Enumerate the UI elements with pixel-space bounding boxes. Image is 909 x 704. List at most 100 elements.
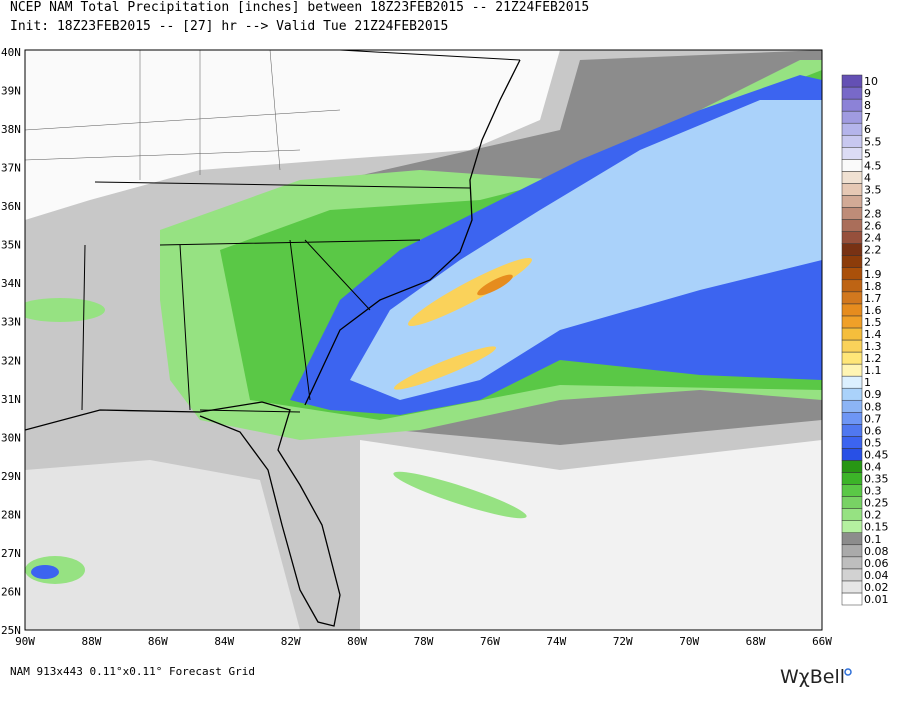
colorbar-swatch <box>841 291 863 305</box>
colorbar-label: 1.6 <box>864 304 882 317</box>
precip-blue <box>31 565 59 579</box>
colorbar-swatch <box>841 195 863 208</box>
lat-label: 36N <box>1 200 21 213</box>
colorbar-swatch <box>841 267 863 281</box>
colorbar-label: 5.5 <box>864 135 882 148</box>
colorbar-label: 0.08 <box>864 545 889 558</box>
colorbar-swatch <box>841 171 863 184</box>
lat-label: 34N <box>1 277 21 290</box>
light-precip <box>25 460 300 630</box>
state-borders <box>81 50 521 413</box>
colorbar-label: 0.01 <box>864 593 889 606</box>
precip-yellow <box>408 257 532 327</box>
colorbar-label: 1.7 <box>864 292 882 305</box>
lon-label: 84W <box>214 635 234 648</box>
colorbar-swatch <box>841 399 863 413</box>
colorbar-label: 0.8 <box>864 400 882 413</box>
colorbar-label: 1.1 <box>864 364 882 377</box>
coastline <box>304 59 521 406</box>
colorbar-swatch <box>841 98 863 112</box>
colorbar-label: 7 <box>864 111 871 124</box>
lat-label: 31N <box>1 393 21 406</box>
colorbar-label: 0.45 <box>864 448 889 461</box>
lat-label: 37N <box>1 162 21 175</box>
colorbar-label: 2.4 <box>864 232 882 245</box>
colorbar-swatch <box>841 375 863 389</box>
colorbar-label: 0.04 <box>864 569 889 582</box>
lon-label: 66W <box>812 635 832 648</box>
colorbar-label: 3.5 <box>864 183 882 196</box>
colorbar-swatch <box>841 387 863 401</box>
lat-label: 35N <box>1 239 21 252</box>
dry-area <box>360 440 822 630</box>
colorbar-label: 0.35 <box>864 473 889 486</box>
colorbar-swatch <box>841 183 863 196</box>
colorbar-swatch <box>841 74 863 88</box>
lon-label: 76W <box>480 635 500 648</box>
colorbar-swatch <box>841 412 863 425</box>
colorbar-swatch <box>841 592 863 606</box>
colorbar-label: 0.1 <box>864 533 882 546</box>
colorbar-swatch <box>841 243 863 256</box>
colorbar-swatch <box>841 508 863 521</box>
lat-label: 40N <box>1 46 21 59</box>
colorbar-label: 6 <box>864 123 871 136</box>
lat-labels: 40N 39N 38N 37N 36N 35N 34N 33N 32N 31N 30N 29N 28N 2… <box>1 46 21 637</box>
colorbar-swatch <box>841 134 863 148</box>
colorbar-swatch <box>841 532 863 546</box>
colorbar-swatch <box>841 472 863 485</box>
colorbar-label: 4 <box>864 171 871 184</box>
colorbar-swatch <box>841 424 863 437</box>
colorbar-label: 2.8 <box>864 208 882 221</box>
colorbar-swatch <box>841 159 863 172</box>
colorbar-label: 5 <box>864 147 871 160</box>
colorbar: 0.010.020.040.060.080.10.150.20.250.30.3… <box>841 74 889 606</box>
colorbar-label: 0.15 <box>864 521 889 534</box>
colorbar-swatch <box>841 231 863 244</box>
lat-label: 29N <box>1 470 21 483</box>
lat-label: 30N <box>1 431 21 444</box>
precip-light-blue <box>350 100 822 400</box>
title-line-2: Init: 18Z23FEB2015 -- [27] hr --> Valid … <box>10 19 448 34</box>
grid-info: NAM 913x443 0.11°x0.11° Forecast Grid <box>10 665 255 678</box>
colorbar-label: 1 <box>864 376 871 389</box>
colorbar-label: 0.2 <box>864 509 882 522</box>
dry-area <box>25 50 560 220</box>
colorbar-label: 1.9 <box>864 268 882 281</box>
lon-label: 68W <box>746 635 766 648</box>
lat-label: 26N <box>1 585 21 598</box>
coastline <box>25 401 341 627</box>
colorbar-swatch <box>841 279 863 293</box>
colorbar-label: 10 <box>864 75 878 88</box>
lon-label: 80W <box>347 635 367 648</box>
colorbar-label: 0.02 <box>864 581 889 594</box>
colorbar-swatch <box>841 147 863 160</box>
colorbar-label: 0.5 <box>864 436 882 449</box>
colorbar-swatch <box>841 207 863 220</box>
colorbar-swatch <box>841 110 863 124</box>
colorbar-label: 4.5 <box>864 159 882 172</box>
colorbar-label: 2.2 <box>864 244 882 257</box>
title-line-1: NCEP NAM Total Precipitation [inches] be… <box>10 0 589 15</box>
colorbar-swatch <box>841 520 863 533</box>
lat-label: 33N <box>1 316 21 329</box>
colorbar-swatch <box>841 219 863 232</box>
colorbar-swatch <box>841 303 863 317</box>
colorbar-swatch <box>841 436 863 449</box>
brand-dot <box>844 668 852 676</box>
colorbar-label: 0.6 <box>864 424 882 437</box>
precip-orange <box>477 274 513 296</box>
brand-logo: WχBell <box>780 666 845 688</box>
colorbar-label: 0.3 <box>864 485 882 498</box>
lon-label: 72W <box>613 635 633 648</box>
lon-label: 70W <box>679 635 699 648</box>
colorbar-label: 0.9 <box>864 388 882 401</box>
lat-label: 27N <box>1 547 21 560</box>
lon-label: 78W <box>414 635 434 648</box>
lon-label: 86W <box>148 635 168 648</box>
colorbar-swatch <box>841 448 863 461</box>
colorbar-label: 0.4 <box>864 460 882 473</box>
lon-label: 74W <box>546 635 566 648</box>
precip-green <box>393 471 527 519</box>
